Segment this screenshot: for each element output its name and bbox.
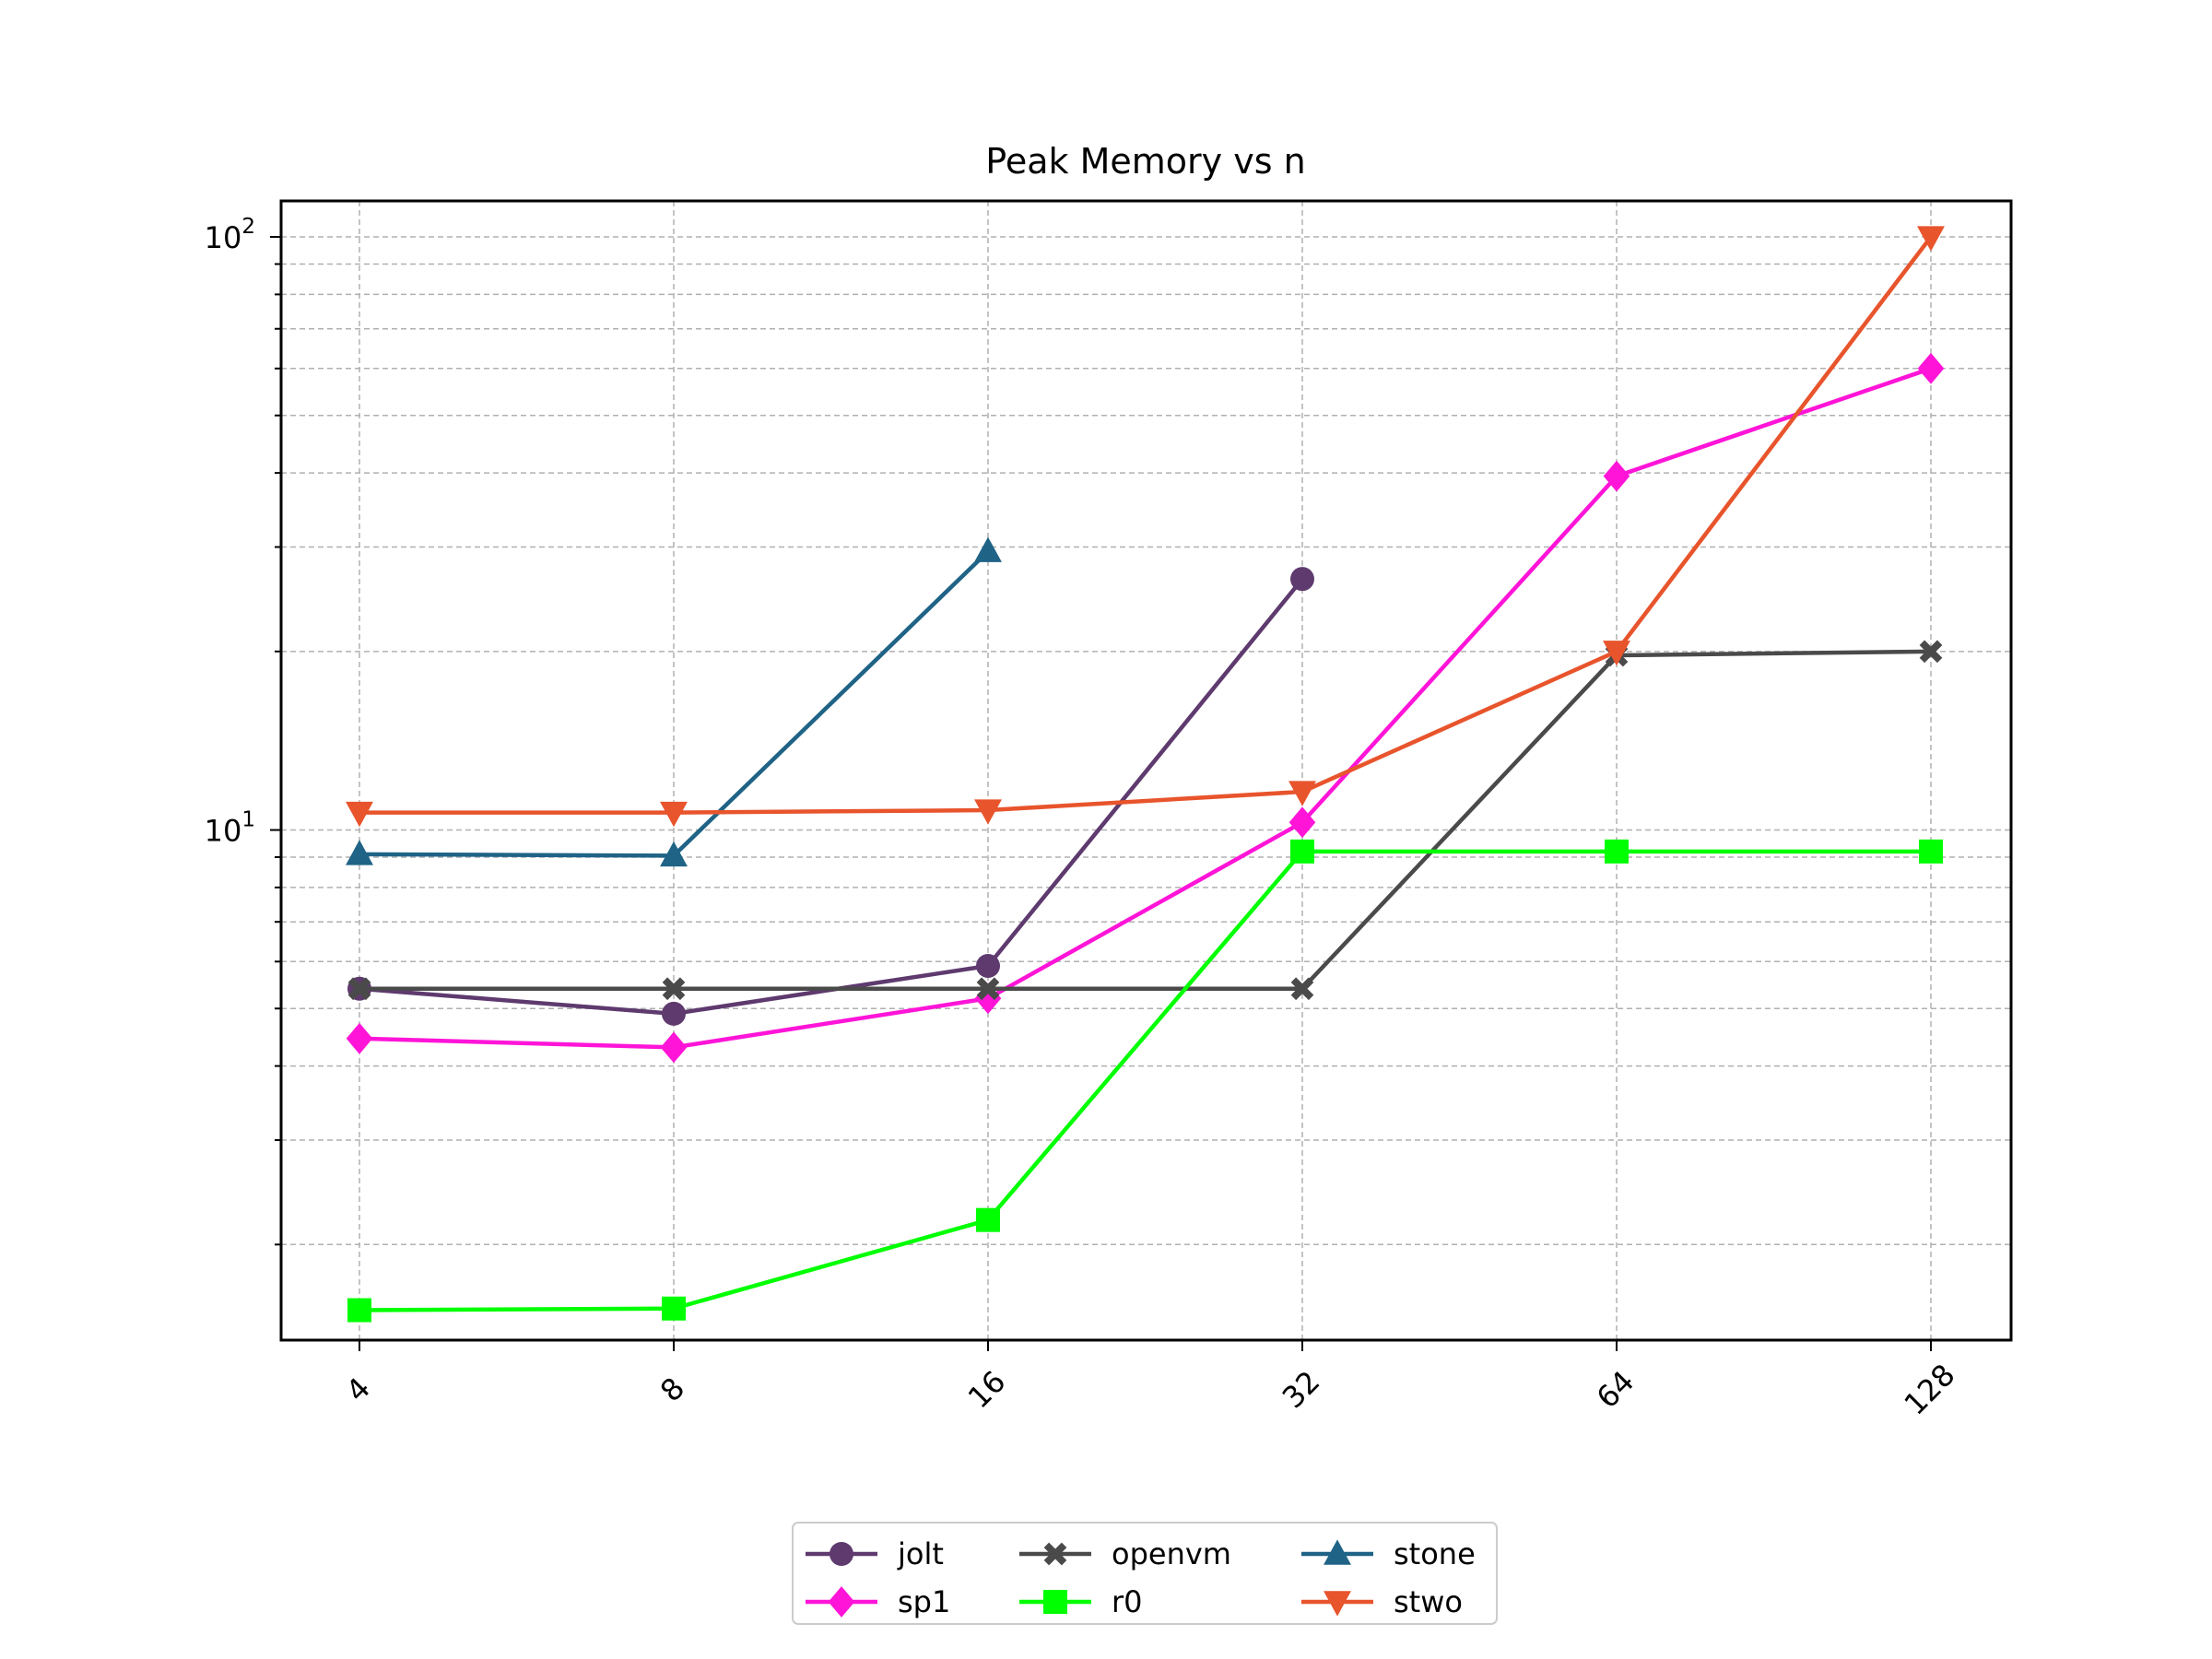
data-point-r0	[976, 1207, 1000, 1232]
data-point-r0	[347, 1298, 371, 1323]
legend-marker	[1043, 1590, 1067, 1614]
legend-item-stwo: stwo	[1301, 1584, 1463, 1619]
x-tick-label: 128	[1898, 1358, 1962, 1422]
legend-marker	[1324, 1539, 1351, 1565]
legend-item-jolt: jolt	[806, 1536, 944, 1571]
series-line-stwo	[359, 235, 1933, 815]
x-tick-label: 32	[1276, 1364, 1327, 1416]
data-point-sp1	[660, 1031, 688, 1064]
data-point-openvm	[976, 977, 1000, 1001]
series-r0	[347, 839, 1943, 1323]
y-tick-label: 101	[205, 808, 255, 849]
x-tick-label: 4	[339, 1371, 377, 1408]
series-sp1	[346, 352, 1945, 1064]
x-tick-label: 16	[961, 1364, 1013, 1416]
data-point-stwo	[346, 801, 373, 828]
x-tick-label: 8	[653, 1371, 691, 1408]
y-tick-label: 102	[205, 215, 255, 255]
series-stwo	[346, 226, 1945, 828]
legend-label: stone	[1394, 1536, 1476, 1571]
data-point-openvm	[662, 977, 686, 1001]
legend-marker	[830, 1542, 853, 1566]
data-point-stone	[660, 841, 688, 867]
legend-label: jolt	[897, 1536, 944, 1571]
data-point-sp1	[1603, 460, 1630, 492]
y-tick-exponent: 1	[241, 808, 255, 832]
series-lines	[346, 226, 1945, 1323]
legend-label: openvm	[1112, 1536, 1231, 1571]
y-tick-exponent: 2	[241, 215, 255, 239]
legend-marker	[1043, 1542, 1067, 1566]
legend-marker	[1324, 1591, 1351, 1617]
legend-item-r0: r0	[1019, 1584, 1143, 1619]
legend-item-stone: stone	[1301, 1536, 1476, 1571]
series-stone	[346, 536, 1002, 867]
data-point-r0	[1290, 839, 1314, 864]
plot-area-frame	[279, 199, 2013, 1342]
data-point-jolt	[662, 1001, 686, 1026]
legend-item-openvm: openvm	[1019, 1536, 1231, 1571]
data-point-stwo	[974, 799, 1002, 825]
legend: jolt sp1 openvm r0 stone stwo	[792, 1522, 1498, 1625]
legend-item-sp1: sp1	[806, 1584, 950, 1619]
data-point-stwo	[660, 801, 688, 828]
chart-title: Peak Memory vs n	[985, 141, 1305, 182]
legend-label: stwo	[1394, 1584, 1463, 1619]
legend-label: sp1	[898, 1584, 950, 1619]
grid-lines	[281, 201, 2011, 1340]
series-line-openvm	[359, 649, 1932, 991]
legend-marker	[828, 1586, 855, 1618]
data-point-sp1	[1288, 806, 1316, 839]
data-point-stwo	[1603, 641, 1630, 666]
data-point-sp1	[1917, 352, 1945, 384]
data-point-jolt	[1290, 567, 1314, 592]
data-point-stone	[346, 840, 373, 865]
data-point-r0	[662, 1296, 686, 1321]
legend-frame	[792, 1522, 1498, 1625]
x-tick-label: 64	[1590, 1364, 1641, 1416]
data-point-openvm	[347, 977, 371, 1001]
legend-label: r0	[1112, 1584, 1143, 1619]
data-point-openvm	[1919, 640, 1943, 664]
data-point-openvm	[1290, 977, 1314, 1001]
data-point-jolt	[976, 953, 1000, 978]
series-line-sp1	[359, 366, 1932, 1050]
data-point-sp1	[346, 1022, 373, 1054]
axes: 4 8 16 32 64 128 101 102	[205, 215, 1962, 1422]
data-point-stwo	[1288, 781, 1316, 806]
data-point-r0	[1919, 839, 1943, 864]
series-openvm	[347, 640, 1943, 1001]
data-point-r0	[1605, 839, 1629, 864]
data-point-stone	[974, 536, 1002, 562]
series-line-jolt	[359, 577, 1304, 1017]
data-point-stwo	[1917, 226, 1945, 252]
series-line-r0	[359, 849, 1931, 1312]
series-jolt	[347, 567, 1314, 1026]
